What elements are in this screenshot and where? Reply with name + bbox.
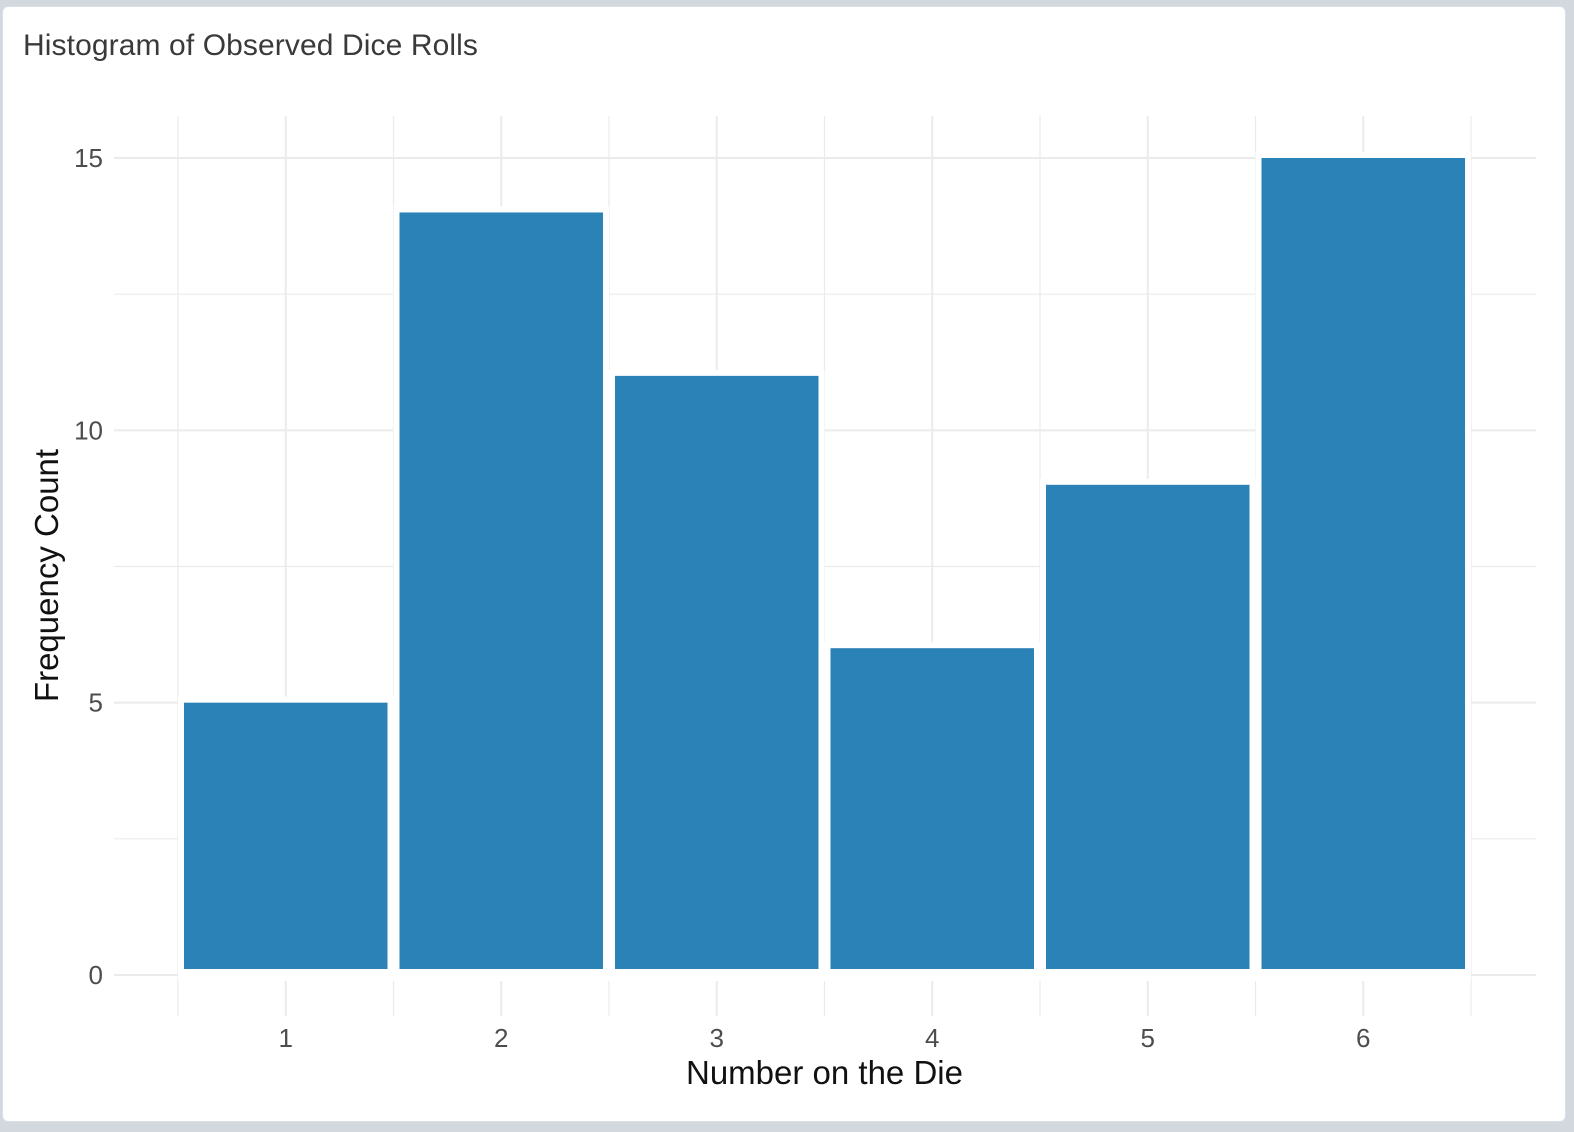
x-tick-label: 2	[494, 1023, 508, 1053]
bar-2	[399, 212, 603, 969]
bar-1	[184, 702, 388, 969]
y-axis-title: Frequency Count	[28, 449, 65, 702]
x-tick-label: 5	[1141, 1023, 1155, 1053]
bar-4	[830, 648, 1034, 969]
label-layer: 0 5 10 15 1 2 3 4 5 6	[74, 143, 1370, 1053]
y-tick-label: 10	[74, 415, 103, 445]
y-tick-label: 5	[89, 688, 103, 718]
y-tick-label: 15	[74, 143, 103, 173]
bar-3	[615, 375, 819, 969]
y-tick-label: 0	[89, 960, 103, 990]
x-tick-label: 6	[1356, 1023, 1370, 1053]
bar-layer	[178, 152, 1471, 981]
x-tick-label: 3	[710, 1023, 724, 1053]
bar-5	[1046, 484, 1250, 969]
chart-title: Histogram of Observed Dice Rolls	[23, 29, 479, 62]
x-tick-label: 1	[279, 1023, 293, 1053]
x-tick-label: 4	[925, 1023, 939, 1053]
bar-6	[1261, 158, 1465, 969]
x-axis-title: Number on the Die	[686, 1054, 963, 1091]
